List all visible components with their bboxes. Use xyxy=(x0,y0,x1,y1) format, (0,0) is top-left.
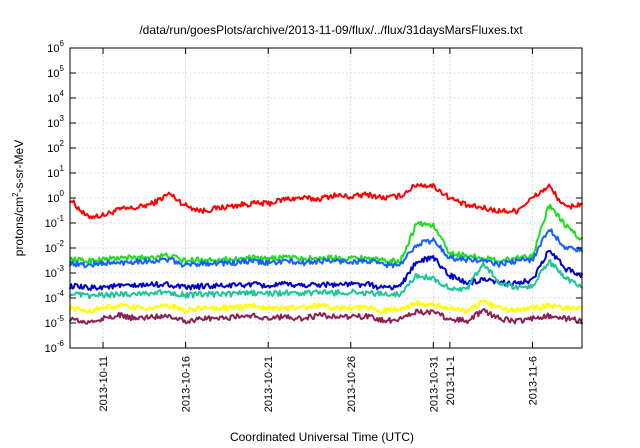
x-tick-label: 2013-10-26 xyxy=(346,356,358,412)
series-line-7 xyxy=(69,308,583,325)
x-tick-labels: 2013-10-11 2013-10-16 2013-10-21 2013-10-26… xyxy=(98,356,539,412)
y-tick-label: 106 xyxy=(47,39,64,55)
x-axis-label: Coordinated Universal Time (UTC) xyxy=(230,430,414,444)
y-tick-base: 10 xyxy=(47,43,59,55)
y-tick-exponent: -2 xyxy=(57,239,65,248)
y-tick-exponent: -6 xyxy=(57,339,65,348)
y-tick-base: 10 xyxy=(45,243,57,255)
y-tick-label: 105 xyxy=(47,64,64,80)
x-tick-label: 2013-11-1 xyxy=(445,356,457,405)
y-tick-base: 10 xyxy=(45,293,57,305)
y-tick-exponent: 6 xyxy=(60,39,65,48)
x-tick-label: 2013-10-21 xyxy=(263,356,275,412)
y-tick-label: 101 xyxy=(47,164,64,180)
y-tick-base: 10 xyxy=(45,343,57,355)
y-tick-label: 10-2 xyxy=(45,239,65,255)
y-tick-exponent: 4 xyxy=(60,89,65,98)
y-tick-label: 104 xyxy=(47,89,64,105)
y-tick-base: 10 xyxy=(47,118,59,130)
y-tick-exponent: -3 xyxy=(57,264,65,273)
y-tick-exponent: 0 xyxy=(60,189,65,198)
y-tick-exponent: -1 xyxy=(57,214,65,223)
series-line-2 xyxy=(69,203,583,265)
x-tick-label: 2013-10-11 xyxy=(98,356,110,411)
y-tick-exponent: -5 xyxy=(57,314,65,323)
y-axis-label: protons/cm2-s-sr-MeV xyxy=(11,140,26,256)
x-tick-label: 2013-11-6 xyxy=(527,356,539,405)
y-tick-base: 10 xyxy=(45,318,57,330)
y-tick-exponent: -4 xyxy=(57,289,65,298)
y-tick-base: 10 xyxy=(45,218,57,230)
x-tick-label: 2013-10-31 xyxy=(428,356,440,412)
y-tick-exponent: 2 xyxy=(60,139,65,148)
y-tick-label: 10-5 xyxy=(45,314,65,330)
y-tick-label: 102 xyxy=(47,139,64,155)
y-tick-base: 10 xyxy=(47,143,59,155)
y-tick-label: 100 xyxy=(47,189,64,205)
y-tick-label: 103 xyxy=(47,114,64,130)
y-tick-label: 10-3 xyxy=(45,264,65,280)
y-tick-label: 10-6 xyxy=(45,339,65,355)
series-line-3 xyxy=(69,228,583,269)
series-group xyxy=(69,183,583,325)
series-line-5 xyxy=(69,258,583,300)
grid xyxy=(70,48,582,348)
y-tick-base: 10 xyxy=(47,68,59,80)
y-tick-exponent: 5 xyxy=(60,64,65,73)
series-line-1 xyxy=(69,183,583,220)
y-tick-label: 10-1 xyxy=(45,214,65,230)
x-tick-label: 2013-10-16 xyxy=(181,356,193,412)
y-tick-labels: 10-610-510-410-310-210-11001011021031041… xyxy=(45,39,65,355)
y-tick-exponent: 1 xyxy=(60,164,65,173)
y-tick-base: 10 xyxy=(45,268,57,280)
series-line-6 xyxy=(69,299,583,315)
chart-title: /data/run/goesPlots/archive/2013-11-09/f… xyxy=(139,23,523,37)
y-tick-label: 10-4 xyxy=(45,289,65,305)
y-tick-base: 10 xyxy=(47,93,59,105)
y-tick-exponent: 3 xyxy=(60,114,65,123)
axis-ticks xyxy=(70,47,582,349)
y-tick-base: 10 xyxy=(47,168,59,180)
y-tick-base: 10 xyxy=(47,193,59,205)
